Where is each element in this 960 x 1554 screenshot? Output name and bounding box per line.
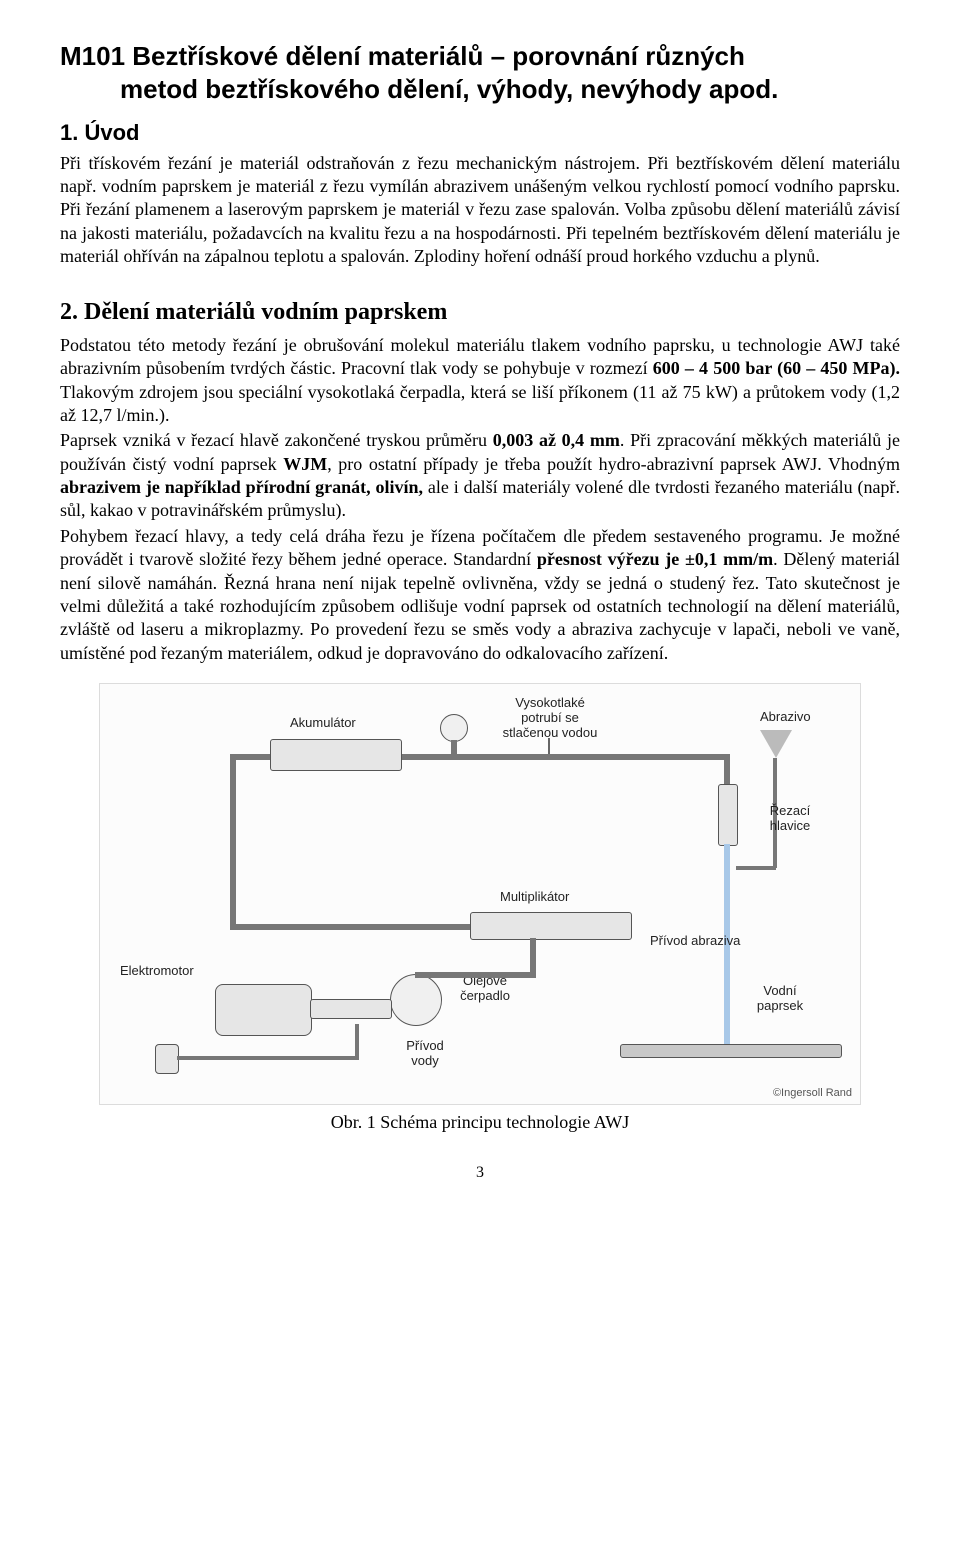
electromotor-box: [215, 984, 312, 1036]
copyright-note: ©Ingersoll Rand: [773, 1086, 852, 1100]
section-1-heading: 1. Úvod: [60, 119, 900, 148]
page-number: 3: [60, 1163, 900, 1184]
water-tap: [155, 1044, 179, 1074]
section-2-paragraph-2: Paprsek vzniká v řezací hlavě zakončené …: [60, 429, 900, 523]
label-water-feed: Přívod vody: [395, 1039, 455, 1069]
pipe: [230, 754, 236, 924]
bold-run: 600 – 4 500 bar (60 – 450 MPa).: [653, 358, 900, 378]
title-line1: M101 Beztřískové dělení materiálů – poro…: [60, 41, 745, 71]
text-run: Paprsek vzniká v řezací hlavě zakončené …: [60, 430, 493, 450]
text-run: Přívod vody: [406, 1038, 444, 1068]
figure-1: Akumulátor Vysokotlaké potrubí se stlače…: [60, 683, 900, 1134]
oil-pump: [390, 974, 442, 1026]
pipe: [415, 972, 535, 978]
label-abrasive: Abrazivo: [760, 710, 811, 725]
section-2-paragraph-3: Pohybem řezací hlavy, a tedy celá dráha …: [60, 525, 900, 665]
label-abrasive-feed: Přívod abraziva: [650, 934, 740, 949]
text-run: Vodní paprsek: [757, 983, 803, 1013]
label-electromotor: Elektromotor: [120, 964, 194, 979]
accumulator-box: [270, 739, 402, 771]
multiplicator-box: [470, 912, 632, 940]
section-2-heading: 2. Dělení materiálů vodním paprskem: [60, 297, 900, 328]
pipe: [355, 1024, 359, 1060]
section-1-paragraph: Při třískovém řezání je materiál odstraň…: [60, 152, 900, 269]
bold-run: WJM: [283, 454, 327, 474]
bold-run: 0,003 až 0,4 mm: [493, 430, 620, 450]
funnel-icon: [760, 730, 792, 758]
label-highpressure: Vysokotlaké potrubí se stlačenou vodou: [495, 696, 605, 741]
text-run: , pro ostatní případy je třeba použít hy…: [327, 454, 900, 474]
label-accumulator: Akumulátor: [290, 716, 356, 731]
gauge-icon: [440, 714, 468, 742]
text-run: Tlakovým zdrojem jsou speciální vysokotl…: [60, 382, 900, 425]
label-cutting-head: Řezací hlavice: [760, 804, 820, 834]
label-multiplicator: Multiplikátor: [500, 890, 569, 905]
electromotor-shaft: [310, 999, 392, 1019]
workpiece: [620, 1044, 842, 1058]
text-run: Řezací hlavice: [770, 803, 810, 833]
page-title: M101 Beztřískové dělení materiálů – poro…: [60, 40, 900, 105]
label-waterjet: Vodní paprsek: [750, 984, 810, 1014]
text-run: Vysokotlaké potrubí se stlačenou vodou: [503, 695, 598, 740]
section-2-paragraph-1: Podstatou této metody řezání je obrušová…: [60, 334, 900, 428]
pipe: [177, 1056, 357, 1060]
awj-schematic: Akumulátor Vysokotlaké potrubí se stlače…: [99, 683, 861, 1105]
pipe: [736, 866, 776, 870]
leader-line: [548, 738, 550, 754]
cutting-head: [718, 784, 738, 846]
title-line2: metod beztřískového dělení, výhody, nevý…: [60, 73, 900, 106]
bold-run: abrazivem je například přírodní granát, …: [60, 477, 423, 497]
label-oilpump: Olejové čerpadlo: [450, 974, 520, 1004]
bold-run: přesnost výřezu je ±0,1 mm/m: [537, 549, 773, 569]
figure-caption: Obr. 1 Schéma principu technologie AWJ: [60, 1111, 900, 1134]
pipe: [451, 740, 457, 754]
